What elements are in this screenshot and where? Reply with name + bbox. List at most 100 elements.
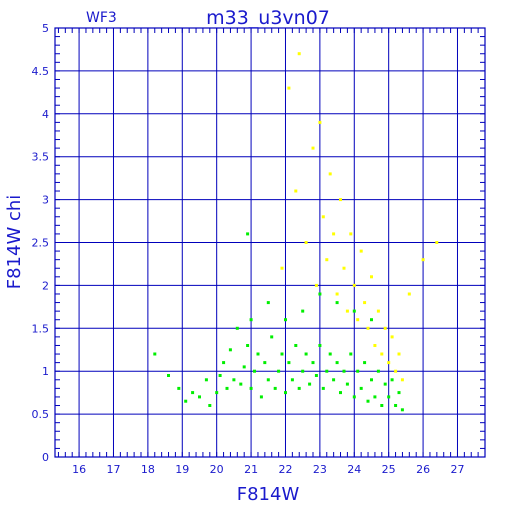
data-point	[359, 386, 363, 390]
data-point	[184, 399, 188, 403]
ticks: 16 17 18 19 20 21 22 23 24 25 26 27 0 0.5 1 1.5 2 2.5 3 3.5…	[32, 22, 486, 476]
data-point	[301, 309, 305, 313]
data-point	[421, 258, 425, 262]
x-axis-label: F814W	[237, 484, 300, 505]
data-point	[328, 352, 332, 356]
data-point	[249, 386, 253, 390]
x-tick-label: 18	[141, 463, 155, 476]
data-point	[249, 318, 253, 322]
data-point	[294, 189, 298, 193]
data-point	[290, 378, 294, 382]
data-point	[339, 391, 342, 395]
data-point	[373, 395, 377, 399]
data-point	[394, 404, 398, 407]
data-point	[287, 86, 291, 90]
data-point	[253, 369, 256, 373]
y-tick-label: 3	[42, 194, 49, 207]
data-point	[297, 386, 301, 390]
chart-title: m33_u3vn07	[206, 7, 330, 29]
data-point	[304, 352, 308, 356]
data-point	[318, 120, 322, 124]
data-point	[284, 318, 287, 322]
data-point	[342, 369, 346, 373]
data-point	[335, 361, 339, 365]
x-tick-label: 26	[416, 463, 430, 476]
data-point	[335, 301, 339, 305]
x-tick-label: 25	[382, 463, 396, 476]
data-points	[153, 52, 439, 412]
data-point	[366, 399, 370, 403]
data-point	[352, 283, 356, 287]
data-point	[321, 215, 325, 219]
data-point	[390, 335, 394, 339]
data-point	[311, 361, 315, 365]
data-point	[297, 52, 301, 56]
y-axis-label: F814W chi	[4, 195, 25, 290]
x-tick-label: 21	[244, 463, 258, 476]
data-point	[349, 352, 353, 356]
data-point	[222, 361, 226, 365]
data-point	[284, 391, 287, 395]
data-point	[177, 386, 181, 390]
data-point	[301, 369, 305, 373]
data-point	[380, 352, 384, 356]
data-point	[387, 361, 391, 365]
data-point	[311, 146, 315, 150]
data-point	[390, 378, 394, 382]
data-point	[273, 386, 277, 390]
data-point	[314, 283, 318, 287]
data-point	[280, 266, 284, 270]
data-point	[318, 344, 322, 347]
y-tick-label: 0	[42, 451, 49, 464]
data-point	[266, 301, 270, 305]
data-point	[339, 198, 342, 202]
data-point	[397, 391, 401, 395]
data-point	[232, 378, 236, 382]
data-point	[266, 378, 270, 382]
data-point	[153, 352, 157, 356]
corner-label: WF3	[86, 10, 117, 26]
data-point	[304, 241, 308, 244]
y-tick-label: 2	[42, 279, 49, 292]
data-point	[259, 395, 263, 399]
data-point	[359, 249, 363, 253]
data-point	[435, 241, 439, 244]
data-point	[332, 232, 336, 236]
x-tick-label: 16	[72, 463, 86, 476]
data-point	[328, 172, 332, 176]
data-point	[383, 382, 387, 386]
data-point	[277, 369, 281, 373]
data-point	[287, 361, 291, 365]
data-point	[400, 408, 404, 412]
data-point	[246, 232, 250, 236]
y-tick-label: 2.5	[32, 237, 50, 250]
data-point	[352, 309, 356, 313]
x-tick-label: 23	[313, 463, 327, 476]
data-point	[208, 404, 212, 407]
data-point	[246, 344, 250, 347]
data-point	[314, 374, 318, 377]
x-tick-label: 22	[278, 463, 292, 476]
data-point	[228, 348, 232, 352]
data-point	[191, 391, 195, 395]
data-point	[325, 369, 329, 373]
data-point	[225, 386, 229, 390]
y-tick-label: 1.5	[32, 322, 50, 335]
data-point	[407, 292, 411, 296]
data-point	[321, 386, 325, 390]
data-point	[380, 404, 384, 407]
data-point	[376, 309, 380, 313]
data-point	[349, 232, 353, 236]
y-tick-label: 1	[42, 365, 49, 378]
y-tick-label: 0.5	[32, 408, 50, 421]
x-tick-label: 19	[175, 463, 189, 476]
x-tick-label: 24	[347, 463, 361, 476]
data-point	[397, 352, 401, 356]
data-point	[198, 395, 201, 399]
data-point	[270, 335, 274, 339]
data-point	[325, 258, 329, 262]
data-point	[256, 352, 260, 356]
x-tick-label: 27	[450, 463, 464, 476]
data-point	[318, 292, 322, 296]
